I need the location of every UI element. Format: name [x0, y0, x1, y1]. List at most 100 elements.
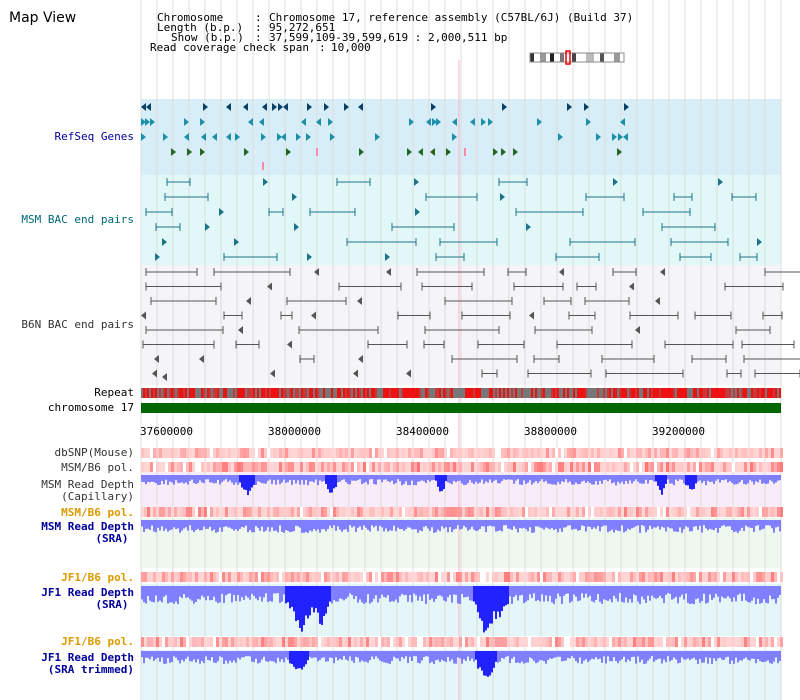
- gene-arrow: [493, 148, 498, 156]
- info-colon: :: [255, 31, 262, 44]
- repeat-segment: [339, 388, 341, 398]
- depth-bar: [245, 520, 247, 526]
- depth-bar: [473, 520, 475, 530]
- depth-bar: [751, 475, 753, 482]
- repeat-segment: [551, 388, 553, 398]
- depth-bar: [395, 520, 397, 532]
- gene-arrow: [452, 118, 457, 126]
- repeat-segment: [777, 388, 779, 398]
- gene-arrow: [272, 103, 277, 111]
- depth-bar: [621, 651, 623, 660]
- depth-bar: [167, 520, 169, 532]
- polymorphism-cell: [525, 572, 528, 582]
- polymorphism-cell: [270, 462, 273, 472]
- polymorphism-cell: [747, 448, 750, 458]
- depth-bar: [563, 651, 565, 661]
- gene-arrow: [226, 103, 231, 111]
- depth-bar: [573, 586, 575, 595]
- jf1-depth-sra-label[interactable]: JF1 Read Depth: [41, 586, 134, 599]
- b6n-bac-label[interactable]: B6N BAC end pairs: [21, 318, 134, 331]
- polymorphism-cell: [501, 462, 504, 472]
- depth-bar: [555, 651, 557, 658]
- depth-bar: [399, 586, 401, 597]
- polymorphism-cell: [303, 637, 306, 647]
- depth-bar: [661, 586, 663, 599]
- depth-bar: [505, 520, 507, 526]
- depth-bar: [529, 475, 531, 481]
- repeat-segment: [283, 388, 285, 398]
- jf1-b6-pol-label-2[interactable]: JF1/B6 pol.: [61, 635, 134, 648]
- depth-bar: [629, 651, 631, 662]
- depth-bar: [649, 586, 651, 601]
- msm-b6-pol-label-2[interactable]: MSM/B6 pol.: [61, 506, 134, 519]
- polymorphism-cell: [291, 507, 294, 517]
- jf1-b6-pol-label[interactable]: JF1/B6 pol.: [61, 571, 134, 584]
- depth-bar: [385, 651, 387, 663]
- depth-bar: [535, 651, 537, 664]
- depth-bar: [403, 520, 405, 531]
- depth-bar: [593, 586, 595, 603]
- depth-bar: [553, 651, 555, 658]
- polymorphism-cell: [525, 637, 528, 647]
- depth-bar: [643, 651, 645, 664]
- gene-arrow: [296, 133, 301, 141]
- depth-bar: [695, 586, 697, 600]
- depth-bar: [379, 520, 381, 526]
- chromosome-track-label[interactable]: chromosome 17: [47, 401, 134, 414]
- gene-arrow: [501, 148, 506, 156]
- polymorphism-cell: [588, 462, 591, 472]
- refseq-genes-label[interactable]: RefSeq Genes: [54, 130, 134, 143]
- polymorphism-cell: [582, 448, 585, 458]
- repeat-segment: [255, 388, 257, 398]
- polymorphism-cell: [213, 637, 216, 647]
- gene-arrow: [145, 118, 150, 126]
- depth-bar: [665, 475, 667, 484]
- depth-bar: [667, 586, 669, 594]
- depth-bar: [727, 475, 729, 483]
- polymorphism-cell: [630, 448, 633, 458]
- depth-bar: [495, 651, 497, 662]
- polymorphism-cell: [441, 637, 444, 647]
- polymorphism-cell: [429, 507, 432, 517]
- depth-bar: [581, 586, 583, 594]
- polymorphism-cell: [546, 637, 549, 647]
- depth-bar: [709, 586, 711, 595]
- repeat-segment: [617, 388, 619, 398]
- repeat-segment: [579, 388, 581, 398]
- depth-bar: [321, 586, 323, 625]
- depth-bar: [567, 651, 569, 658]
- depth-bar: [435, 475, 437, 481]
- repeat-segment: [719, 388, 721, 398]
- depth-bar: [291, 586, 293, 607]
- depth-bar: [381, 586, 383, 595]
- msm-bac-label[interactable]: MSM BAC end pairs: [21, 213, 134, 226]
- polymorphism-cell: [672, 448, 675, 458]
- depth-bar: [475, 520, 477, 531]
- depth-bar: [653, 520, 655, 528]
- polymorphism-cell: [261, 637, 264, 647]
- repeat-label[interactable]: Repeat: [94, 386, 134, 399]
- repeat-segment: [247, 388, 249, 398]
- polymorphism-cell: [666, 507, 669, 517]
- depth-bar: [721, 475, 723, 480]
- repeat-segment: [711, 388, 713, 398]
- depth-bar: [749, 651, 751, 661]
- msm-depth-capillary-label[interactable]: MSM Read Depth: [41, 478, 134, 491]
- depth-bar: [353, 475, 355, 481]
- depth-bar: [143, 586, 145, 603]
- msm-depth-sra-label[interactable]: MSM Read Depth: [41, 520, 134, 533]
- depth-bar: [497, 586, 499, 612]
- dbsnp-label[interactable]: dbSNP(Mouse): [54, 446, 134, 459]
- polymorphism-cell: [198, 507, 201, 517]
- depth-bar: [723, 475, 725, 481]
- jf1-depth-trimmed-label[interactable]: JF1 Read Depth: [41, 651, 134, 664]
- polymorphism-cell: [555, 637, 558, 647]
- polymorphism-cell: [501, 448, 504, 458]
- depth-bar: [309, 520, 311, 531]
- polymorphism-cell: [762, 448, 765, 458]
- msm-b6-pol-label[interactable]: MSM/B6 pol.: [61, 461, 134, 474]
- depth-bar: [637, 651, 639, 657]
- depth-bar: [221, 520, 223, 532]
- polymorphism-cell: [621, 462, 624, 472]
